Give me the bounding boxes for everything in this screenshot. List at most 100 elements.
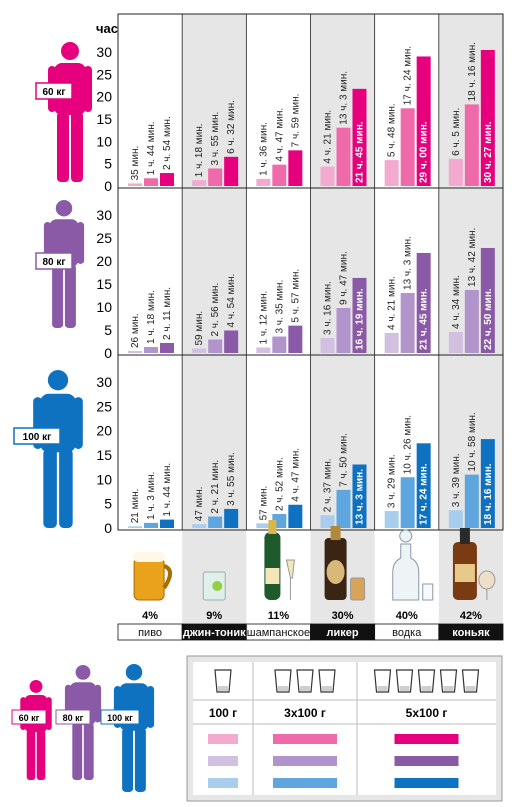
person-arm — [146, 685, 155, 728]
mug-handle — [162, 564, 173, 590]
woman-60-silhouette — [48, 42, 92, 182]
bar — [448, 331, 463, 353]
liqueur-image — [324, 526, 366, 601]
category-label-box — [438, 623, 504, 641]
bar-value-label: 21 ч. 45 мин. — [419, 288, 430, 350]
stopper — [399, 529, 413, 543]
bar — [160, 519, 174, 528]
bar — [448, 158, 463, 186]
bar-value-label: 16 ч. 19 мин. — [355, 288, 366, 350]
bar-value-label: 3 ч. 55 мин. — [226, 452, 237, 506]
bar — [352, 88, 367, 186]
category-label: джин-тоник — [183, 627, 246, 639]
bar — [464, 289, 479, 353]
person-head — [75, 665, 91, 680]
bar — [192, 348, 207, 353]
bar — [400, 108, 415, 186]
legend-weight-badge — [100, 709, 140, 725]
legend-weight-label: 80 кг — [63, 713, 84, 723]
bar-value-label: 1 ч. 3 мин. — [146, 472, 157, 520]
shot-glass — [422, 583, 434, 601]
bar-value-label: 6 ч. 32 мин. — [226, 100, 237, 154]
person-leg — [83, 722, 94, 780]
y-tick-label: 30 — [96, 207, 112, 223]
bar — [288, 504, 303, 528]
bar — [208, 168, 223, 186]
flute — [285, 559, 295, 579]
bar-value-label: 3 ч. 16 мин. — [323, 281, 334, 335]
person-arm — [94, 684, 102, 723]
bar — [128, 183, 142, 186]
category-label: шампанское — [247, 627, 310, 639]
legend-swatch — [208, 734, 238, 744]
bar-value-label: 29 ч. 00 мин. — [419, 121, 430, 183]
person-leg — [36, 730, 46, 780]
bottle-neck — [268, 520, 277, 534]
alcohol-percent: 11% — [268, 610, 290, 622]
glass-fill — [218, 686, 228, 691]
y-tick-label: 10 — [96, 471, 112, 487]
weight-badge — [13, 427, 61, 445]
bar — [144, 522, 158, 528]
y-tick-label: 10 — [96, 299, 112, 315]
bar-value-label: 26 мин. — [130, 313, 141, 348]
bar — [256, 347, 271, 353]
y-tick-label: 5 — [104, 156, 112, 172]
legend-swatch — [208, 778, 238, 788]
y-tick-label: 30 — [96, 374, 112, 390]
person-leg — [72, 722, 83, 780]
legend-dose-label: 100 г — [209, 706, 237, 720]
y-tick-label: 25 — [96, 398, 112, 414]
bar — [464, 104, 479, 186]
bar-value-label: 4 ч. 34 мин. — [451, 275, 462, 329]
person-leg — [59, 449, 73, 528]
bottle-label — [265, 568, 280, 584]
bar-value-label: 3 ч. 55 мин. — [210, 112, 221, 166]
bar-value-label: 18 ч. 16 мин. — [467, 42, 478, 101]
bar-value-label: 2 ч. 11 мин. — [162, 287, 173, 340]
alcohol-percent: 30% — [332, 610, 354, 622]
y-tick-label: 15 — [96, 111, 112, 127]
alcohol-percent: 9% — [206, 610, 222, 622]
person-arm — [73, 397, 83, 449]
bar-value-label: 2 ч. 56 мин. — [210, 283, 221, 337]
legend-swatch — [208, 756, 238, 766]
bar — [416, 443, 431, 528]
bar — [336, 127, 351, 186]
bar-value-label: 1 ч. 12 мин. — [258, 291, 269, 345]
bar-value-label: 5 ч. 48 мин. — [387, 103, 398, 157]
bar — [288, 325, 303, 353]
bar-value-label: 21 ч. 45 мин. — [355, 121, 366, 183]
y-tick-label: 0 — [104, 520, 112, 536]
y-tick-label: 10 — [96, 133, 112, 149]
bottle-neck — [330, 526, 341, 540]
bar-value-label: 7 ч. 59 мин. — [290, 94, 301, 148]
bar-value-label: 13 ч. 3 мин. — [355, 469, 366, 525]
bar-value-label: 3 ч. 35 мин. — [274, 280, 285, 334]
y-tick-label: 30 — [96, 44, 112, 60]
bottle-label — [326, 560, 345, 584]
legend-weight-label: 60 кг — [19, 713, 40, 723]
y-tick-label: 5 — [104, 496, 112, 512]
bar — [320, 337, 335, 353]
bar — [352, 277, 367, 353]
person-leg — [134, 728, 146, 792]
bar-value-label: 2 ч. 37 мин. — [323, 458, 334, 512]
bar-value-label: 4 ч. 47 мин. — [290, 448, 301, 502]
category-label: пиво — [138, 627, 162, 639]
alcohol-percent: 4% — [142, 610, 158, 622]
bar — [192, 180, 207, 186]
person-head — [125, 664, 143, 681]
bar-value-label: 2 ч. 52 мин. — [274, 457, 285, 511]
person-head — [29, 680, 43, 693]
bar-value-label: 4 ч. 21 мин. — [387, 276, 398, 330]
gin-tonic-image — [202, 571, 226, 601]
person-head — [47, 370, 69, 391]
bar — [384, 332, 399, 353]
bar — [192, 524, 207, 528]
bar-value-label: 10 ч. 58 мин. — [467, 412, 478, 471]
bar — [208, 339, 223, 353]
bar — [464, 474, 479, 528]
bar-value-label: 4 ч. 54 мин. — [226, 274, 237, 328]
